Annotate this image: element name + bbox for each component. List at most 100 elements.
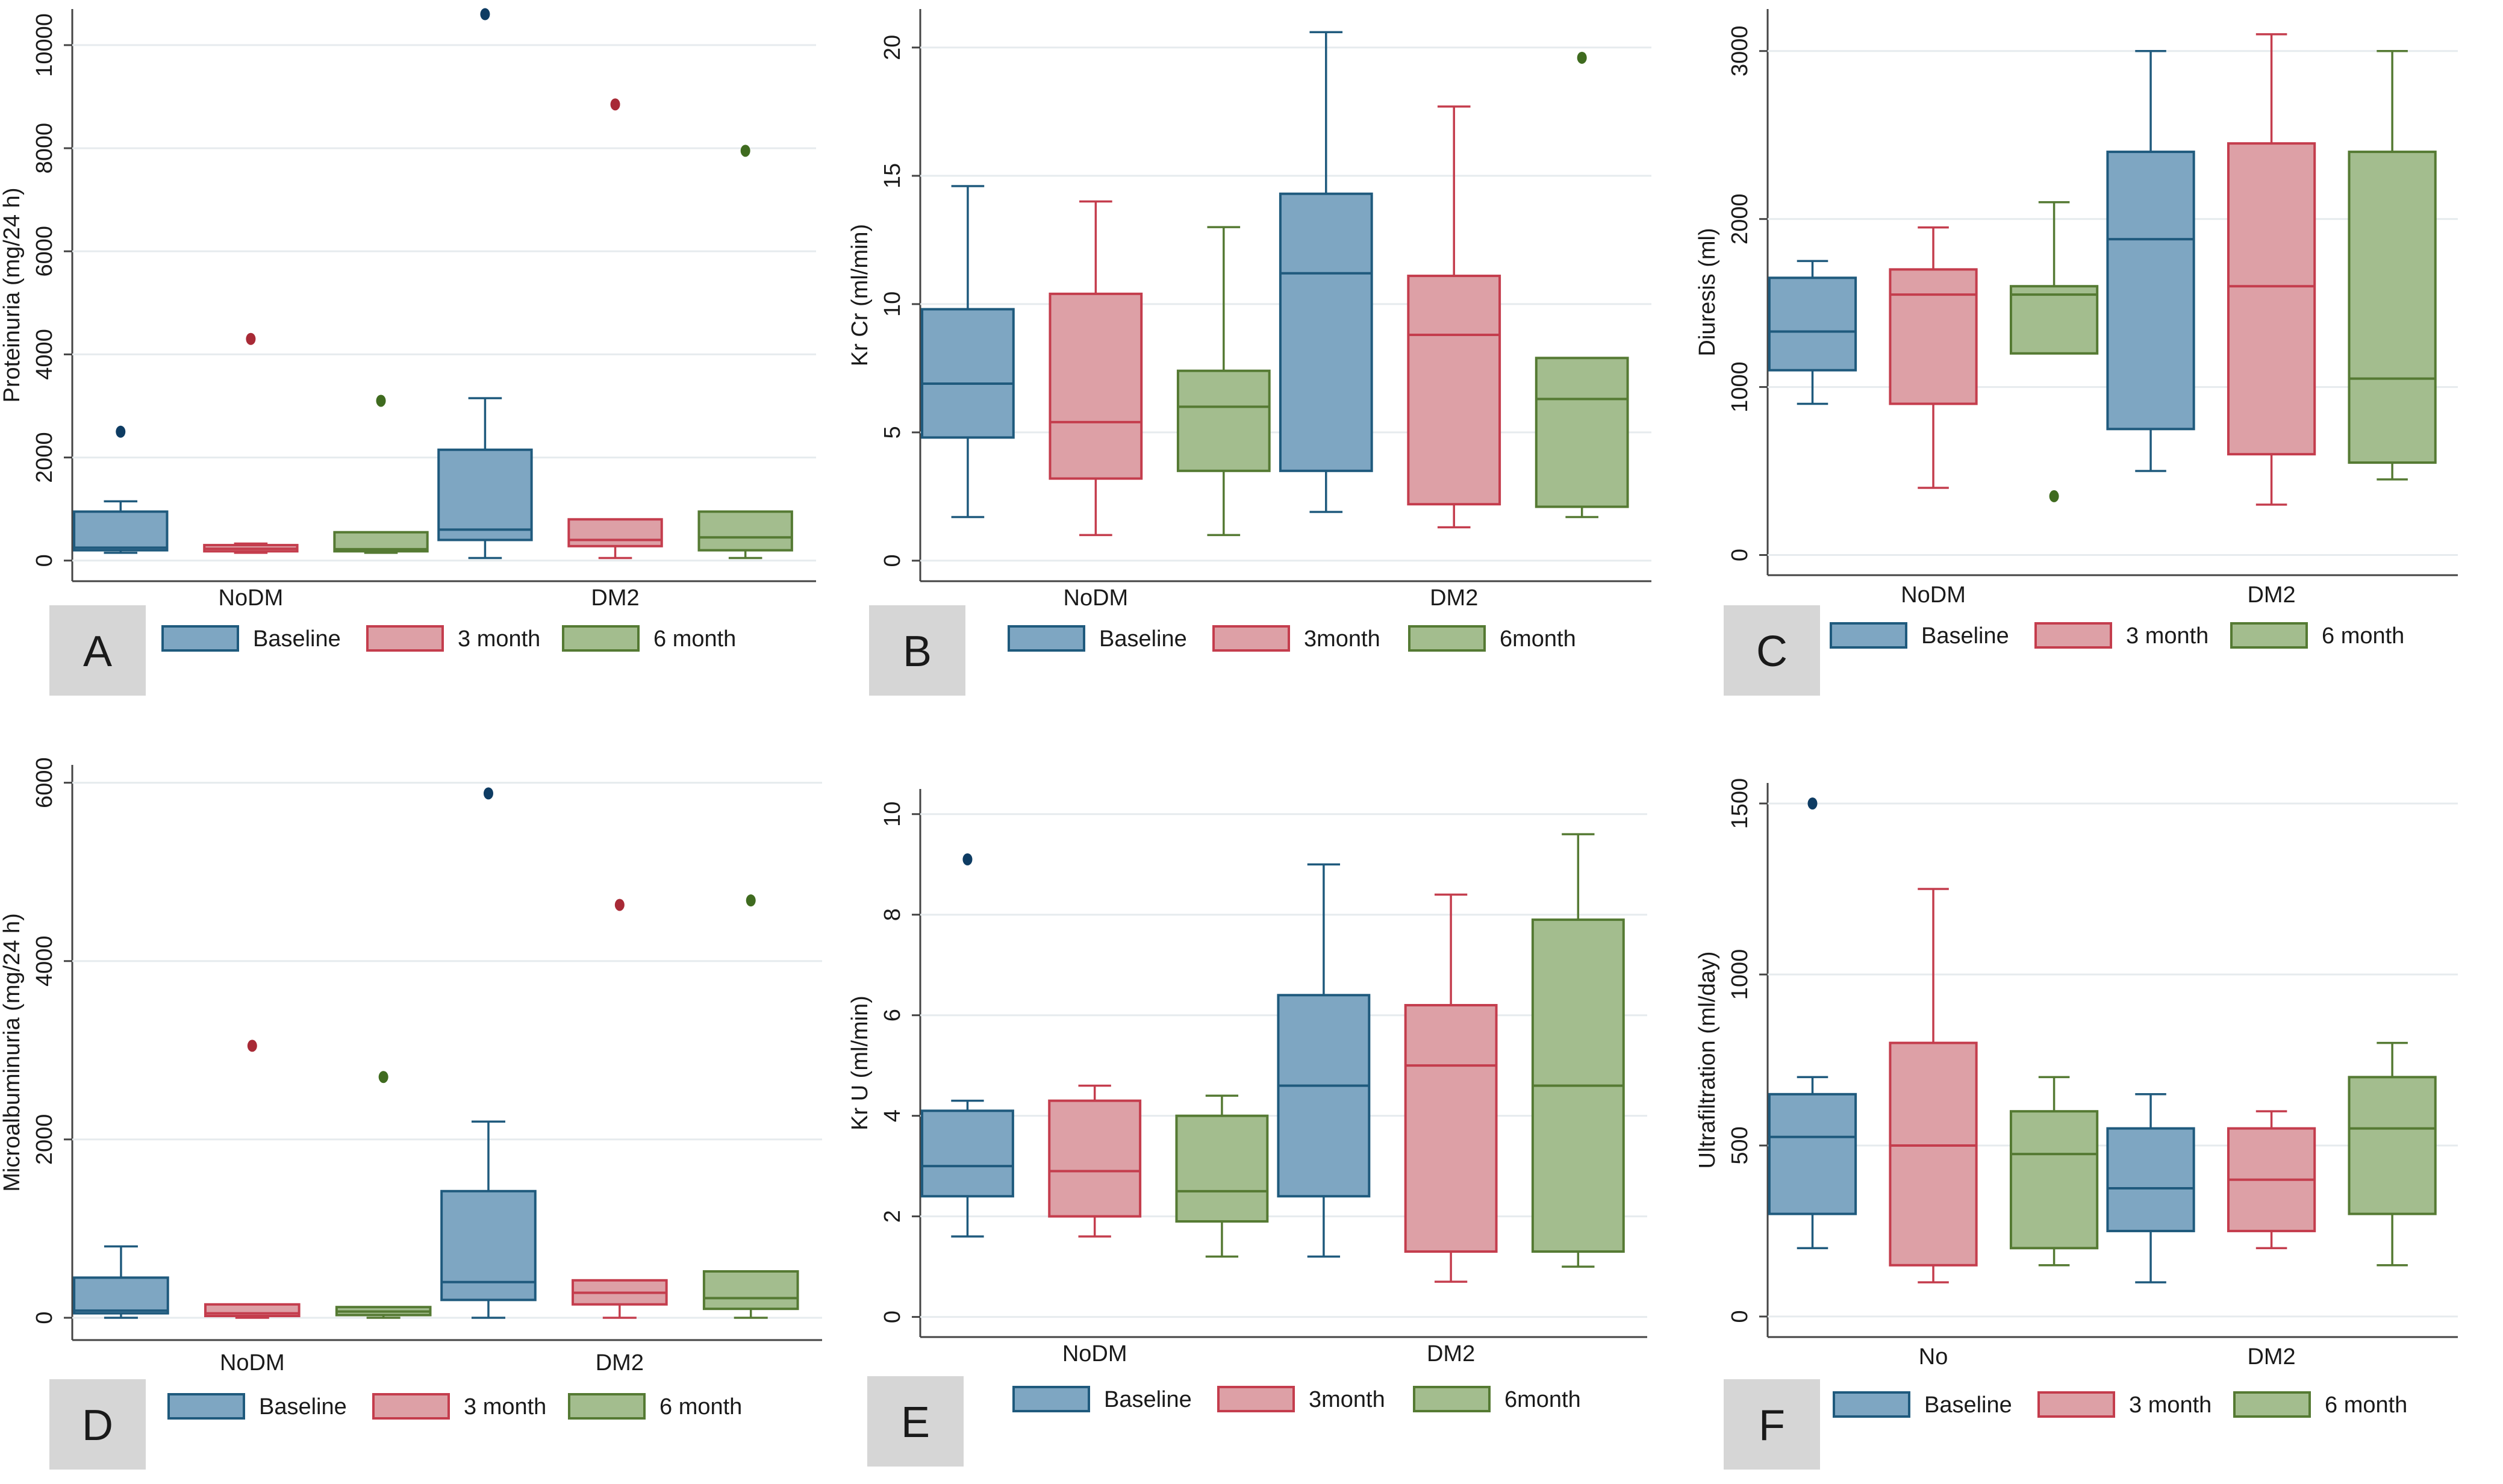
panel-tag-box: [49, 1379, 146, 1470]
y-tick-label: 6000: [32, 757, 57, 808]
outlier-point: [376, 394, 386, 407]
y-tick-label: 15: [880, 163, 905, 189]
iqr-box: [1279, 192, 1373, 472]
iqr-box: [437, 448, 533, 541]
y-tick-label: 10: [880, 802, 905, 827]
box-NoDM-3-month: [204, 1040, 301, 1319]
y-tick-label: 6000: [32, 226, 57, 277]
legend-swatch: [161, 625, 239, 652]
y-axis-label: Proteinuria (mg/24 h): [0, 188, 25, 403]
y-tick-label: 10: [880, 292, 905, 317]
panel-F: 0 500 1000 1500 Ultrafiltration (ml/day) No DM…: [1695, 778, 2458, 1470]
outlier-point: [746, 894, 756, 907]
legend-swatch: [1408, 625, 1486, 652]
y-axis-label: Microalbuminuria (mg/24 h): [0, 913, 25, 1192]
iqr-box: [1889, 1041, 1978, 1267]
box-DM2-3-month: [1407, 105, 1501, 529]
outlier-point: [962, 853, 973, 865]
box-DM2-3-month: [567, 98, 663, 560]
box-No-Baseline: [1768, 797, 1857, 1250]
category-label: DM2: [2247, 582, 2295, 608]
box-NoDM-6-month: [333, 394, 429, 554]
outlier-point: [378, 1071, 388, 1083]
iqr-box: [1048, 1099, 1142, 1218]
y-tick-label: 8: [880, 908, 905, 921]
iqr-box: [921, 1109, 1014, 1198]
panel-E: 0 2 4 6 8 10 Kr U (ml/min) NoDM DM2 E Baseline 3mon…: [847, 789, 1647, 1467]
legend-swatch: [2037, 1391, 2115, 1418]
legend-label: 6 month: [653, 626, 736, 652]
legend-label: 6month: [1500, 626, 1576, 652]
legend-label: 6 month: [659, 1394, 742, 1420]
legend-swatch: [1830, 622, 1907, 649]
box-NoDM-3-month: [1048, 1084, 1142, 1238]
y-tick-label: 20: [880, 35, 905, 60]
legend-swatch: [167, 1393, 245, 1420]
box-NoDM-Baseline: [1768, 260, 1857, 405]
legend: Baseline 3 month 6 month: [161, 625, 736, 652]
legend-label: 3 month: [2126, 623, 2208, 649]
y-tick-label: 4000: [32, 935, 57, 987]
legend: Baseline 3 month 6 month: [167, 1393, 742, 1420]
iqr-box: [73, 1276, 169, 1315]
box-DM2-6-month: [1531, 833, 1625, 1268]
legend: Baseline 3 month 6 month: [1830, 622, 2404, 649]
y-tick-label: 0: [1727, 1310, 1753, 1323]
legend-label: 3 month: [458, 626, 540, 652]
legend-label: 3month: [1309, 1387, 1385, 1412]
category-label: DM2: [596, 1350, 644, 1376]
box-No-3-month: [1889, 888, 1978, 1283]
iqr-box: [73, 510, 169, 552]
iqr-box: [1175, 1114, 1269, 1223]
box-DM2-Baseline: [2106, 1093, 2195, 1283]
legend-label: 6month: [1504, 1387, 1581, 1412]
outlier-point: [483, 787, 493, 800]
category-label: No: [1919, 1344, 1948, 1370]
panel-D: 0 2000 4000 6000 Microalbuminuria (mg/24 h) N…: [0, 757, 822, 1470]
y-tick-label: 8000: [32, 123, 57, 174]
outlier-point: [247, 1040, 257, 1052]
category-label: NoDM: [219, 585, 284, 611]
panel-tag-box: [867, 1376, 964, 1467]
legend-label: Baseline: [1921, 623, 2009, 649]
panel-C: 0 1000 2000 3000 Diuresis (ml) NoDM DM2 C Baseli…: [1695, 9, 2458, 696]
outlier-point: [614, 899, 625, 911]
iqr-box: [697, 510, 793, 552]
iqr-box: [1889, 268, 1978, 405]
outlier-point: [246, 332, 256, 345]
box-NoDM-3-month: [1889, 226, 1978, 489]
legend-label: Baseline: [259, 1394, 347, 1420]
box-DM2-6-month: [697, 145, 793, 560]
legend-label: 3 month: [464, 1394, 546, 1420]
legend-swatch: [372, 1393, 450, 1420]
iqr-box: [1768, 276, 1857, 372]
iqr-box: [1404, 1003, 1498, 1253]
legend-label: Baseline: [1099, 626, 1187, 652]
category-label: DM2: [1427, 1341, 1475, 1367]
box-DM2-3-month: [1404, 893, 1498, 1283]
y-tick-label: 0: [880, 554, 905, 567]
category-label: DM2: [591, 585, 639, 611]
y-tick-label: 1000: [1727, 361, 1753, 413]
box-NoDM-Baseline: [73, 1245, 169, 1319]
iqr-box: [2227, 142, 2316, 456]
legend-swatch: [568, 1393, 646, 1420]
panel-tag-box: [1724, 1379, 1820, 1470]
y-tick-label: 0: [32, 1311, 57, 1324]
panel-tag-letter: C: [1756, 628, 1788, 676]
box-DM2-6-month: [2348, 1041, 2437, 1267]
box-NoDM-6-month: [1175, 1094, 1269, 1258]
category-label: DM2: [1430, 585, 1478, 611]
box-NoDM-Baseline: [921, 853, 1014, 1238]
y-tick-label: 1000: [1727, 949, 1753, 1000]
outlier-point: [480, 8, 490, 20]
legend: Baseline 3month 6month: [1012, 1386, 1581, 1412]
iqr-box: [567, 518, 663, 547]
box-DM2-Baseline: [437, 8, 533, 560]
legend-label: 3 month: [2129, 1392, 2212, 1418]
box-NoDM-3-month: [203, 332, 299, 554]
box-DM2-Baseline: [1279, 31, 1373, 513]
y-axis-label: Kr Cr (ml/min): [847, 224, 873, 366]
iqr-box: [2348, 151, 2437, 464]
legend-swatch: [1212, 625, 1290, 652]
